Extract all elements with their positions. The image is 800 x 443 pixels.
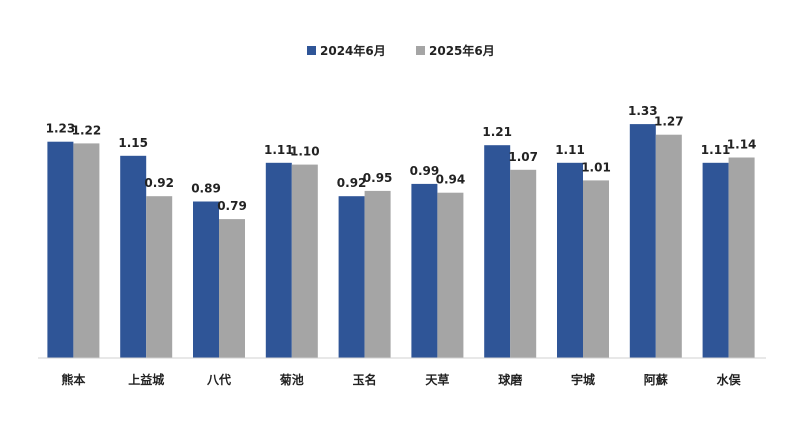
bars-group: [47, 124, 755, 358]
value-label-series2-7: 1.07: [508, 150, 538, 164]
category-label-6: 天草: [425, 372, 449, 387]
category-label-8: 宇城: [571, 372, 595, 387]
bar-series1-5: [338, 196, 365, 358]
bar-series2-8: [583, 180, 609, 358]
bar-series1-7: [484, 145, 511, 358]
value-label-series1-4: 1.11: [264, 143, 294, 157]
bar-series1-4: [265, 162, 292, 358]
value-label-series1-5: 0.92: [337, 176, 367, 190]
category-label-9: 阿蘇: [644, 372, 668, 387]
value-label-series1-7: 1.21: [482, 125, 512, 139]
bar-series2-9: [655, 134, 682, 358]
bar-series1-3: [193, 201, 219, 358]
category-label-10: 水俣: [717, 372, 742, 387]
legend-swatch-2: [416, 46, 425, 55]
bar-series1-10: [702, 162, 729, 358]
bar-series2-10: [728, 157, 755, 358]
value-label-series1-8: 1.11: [555, 143, 585, 157]
category-label-2: 上益城: [128, 372, 164, 387]
category-label-3: 八代: [206, 372, 231, 387]
value-label-series1-10: 1.11: [701, 143, 731, 157]
bar-series2-7: [510, 169, 537, 358]
value-label-series1-9: 1.33: [628, 104, 658, 118]
category-label-5: 玉名: [353, 372, 377, 387]
value-label-series1-3: 0.89: [191, 182, 221, 196]
value-label-series2-2: 0.92: [144, 176, 174, 190]
value-label-series2-9: 1.27: [654, 115, 684, 129]
value-label-series2-1: 1.22: [72, 123, 102, 137]
value-label-series1-1: 1.23: [46, 122, 76, 136]
bar-series1-2: [120, 155, 147, 358]
bar-series2-6: [437, 192, 464, 358]
bar-series1-1: [47, 141, 74, 358]
legend-label-1: 2024年6月: [320, 43, 386, 58]
value-label-series2-5: 0.95: [363, 171, 393, 185]
legend: 2024年6月 2025年6月: [307, 43, 495, 58]
value-label-series2-10: 1.14: [727, 138, 757, 152]
bar-series1-6: [411, 183, 438, 358]
bar-series2-2: [146, 196, 173, 358]
bar-series2-3: [219, 219, 245, 358]
legend-label-2: 2025年6月: [429, 43, 495, 58]
category-label-1: 熊本: [61, 372, 85, 387]
value-label-series2-3: 0.79: [217, 199, 247, 213]
legend-swatch-1: [307, 46, 316, 55]
category-label-4: 菊池: [279, 372, 304, 387]
value-label-series2-6: 0.94: [436, 173, 466, 187]
bar-series2-1: [73, 143, 100, 358]
value-label-series1-6: 0.99: [410, 164, 440, 178]
value-labels-group: 1.231.221.150.92 0.890.791.111.100.920.95…: [46, 104, 757, 213]
bar-series2-5: [364, 190, 391, 358]
value-label-series1-2: 1.15: [118, 136, 148, 150]
value-label-series2-8: 1.01: [581, 160, 611, 174]
category-label-7: 球磨: [498, 372, 522, 387]
bar-series2-4: [291, 164, 318, 358]
value-label-series2-4: 1.10: [290, 145, 320, 159]
bar-series1-9: [629, 124, 656, 358]
bar-series1-8: [557, 162, 583, 358]
category-labels-group: 熊本 上益城 八代 菊池 玉名 天草 球磨 宇城 阿蘇 水俣: [61, 372, 741, 387]
